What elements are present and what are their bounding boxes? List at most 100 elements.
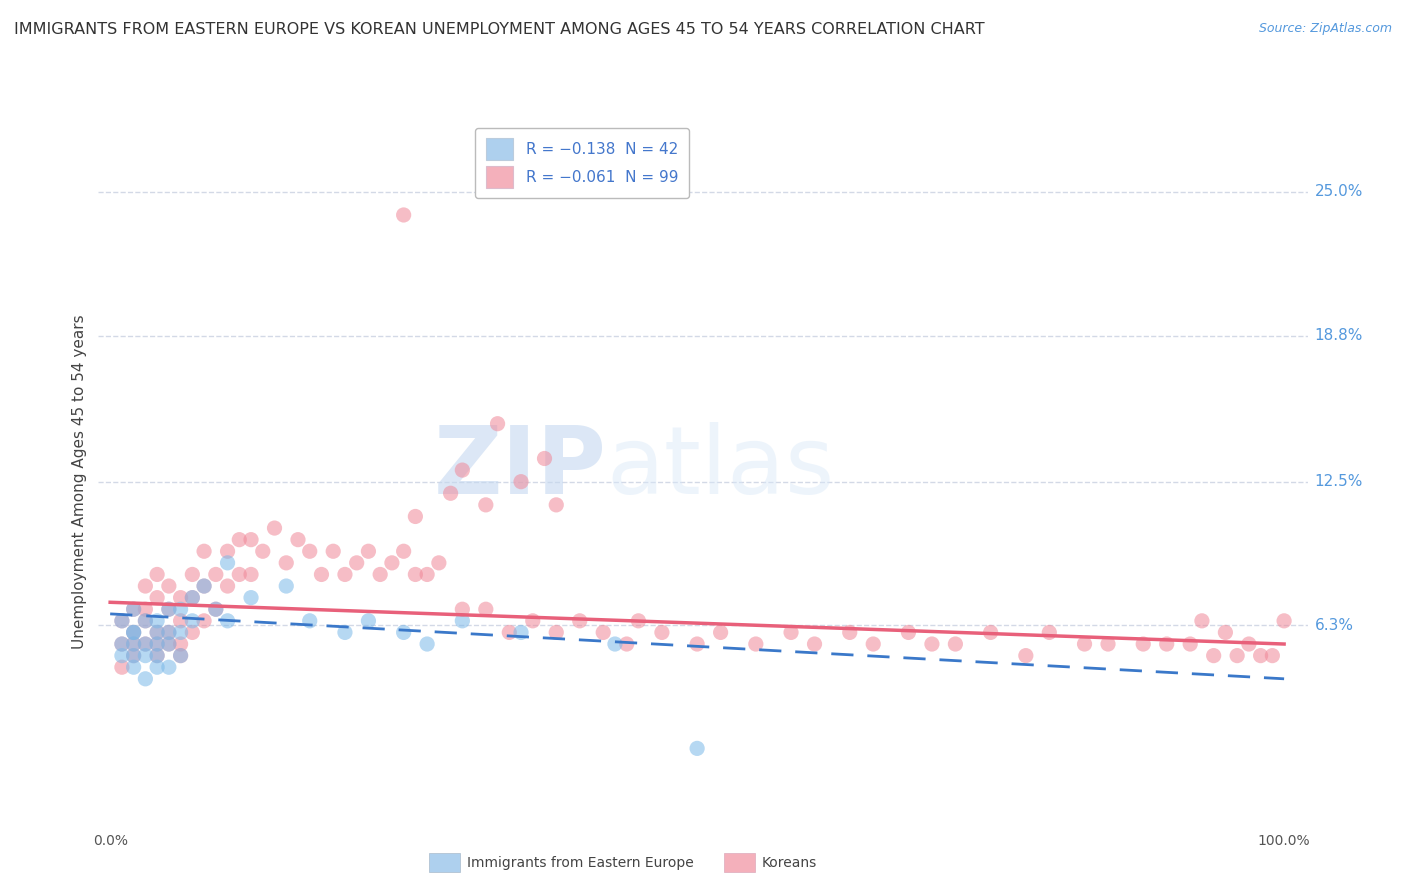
Point — [603, 637, 626, 651]
Point — [486, 417, 509, 431]
Text: atlas: atlas — [606, 422, 835, 514]
Point — [146, 625, 169, 640]
Point — [204, 567, 226, 582]
Point — [157, 637, 180, 651]
Point — [134, 602, 156, 616]
Point — [146, 614, 169, 628]
Text: ZIP: ZIP — [433, 422, 606, 514]
Point — [1250, 648, 1272, 663]
Point — [298, 614, 321, 628]
Point — [686, 637, 709, 651]
Point — [157, 602, 180, 616]
Text: 12.5%: 12.5% — [1315, 475, 1362, 489]
Point — [157, 602, 180, 616]
Point — [181, 567, 204, 582]
Text: Koreans: Koreans — [762, 855, 817, 870]
Point — [897, 625, 920, 640]
Point — [169, 625, 191, 640]
Point — [146, 591, 169, 605]
Point — [533, 451, 555, 466]
Point — [111, 648, 134, 663]
Text: Immigrants from Eastern Europe: Immigrants from Eastern Europe — [467, 855, 693, 870]
Point — [1073, 637, 1095, 651]
Point — [392, 544, 415, 558]
Point — [404, 509, 426, 524]
Point — [169, 637, 191, 651]
Point — [945, 637, 967, 651]
Point — [111, 637, 134, 651]
Point — [169, 648, 191, 663]
Point — [169, 591, 191, 605]
Point — [146, 660, 169, 674]
Point — [111, 614, 134, 628]
Point — [1272, 614, 1295, 628]
Point — [193, 544, 215, 558]
Point — [546, 498, 568, 512]
Point — [181, 591, 204, 605]
Point — [146, 637, 169, 651]
Point — [146, 648, 169, 663]
Point — [427, 556, 450, 570]
Point — [169, 648, 191, 663]
Point — [1226, 648, 1249, 663]
Point — [416, 637, 439, 651]
Point — [134, 579, 156, 593]
Point — [122, 637, 145, 651]
Point — [122, 625, 145, 640]
Text: 25.0%: 25.0% — [1315, 185, 1362, 199]
Point — [710, 625, 733, 640]
Point — [921, 637, 943, 651]
Point — [240, 533, 263, 547]
Point — [838, 625, 860, 640]
Point — [193, 579, 215, 593]
Point — [181, 625, 204, 640]
Point — [510, 625, 533, 640]
Point — [392, 208, 415, 222]
Point — [146, 625, 169, 640]
Point — [134, 637, 156, 651]
Point — [568, 614, 591, 628]
Point — [803, 637, 825, 651]
Point — [1215, 625, 1237, 640]
Point — [451, 463, 474, 477]
Text: IMMIGRANTS FROM EASTERN EUROPE VS KOREAN UNEMPLOYMENT AMONG AGES 45 TO 54 YEARS : IMMIGRANTS FROM EASTERN EUROPE VS KOREAN… — [14, 22, 984, 37]
Point — [416, 567, 439, 582]
Point — [240, 591, 263, 605]
Text: Source: ZipAtlas.com: Source: ZipAtlas.com — [1258, 22, 1392, 36]
Point — [1038, 625, 1060, 640]
Point — [134, 614, 156, 628]
Point — [122, 625, 145, 640]
Point — [217, 556, 239, 570]
Point — [122, 625, 145, 640]
Point — [1097, 637, 1119, 651]
Point — [745, 637, 768, 651]
Point — [134, 637, 156, 651]
Point — [498, 625, 520, 640]
Point — [122, 602, 145, 616]
Point — [346, 556, 368, 570]
Point — [451, 614, 474, 628]
Point — [228, 533, 250, 547]
Point — [404, 567, 426, 582]
Point — [627, 614, 650, 628]
Point — [134, 648, 156, 663]
Point — [122, 637, 145, 651]
Point — [240, 567, 263, 582]
Point — [157, 660, 180, 674]
Point — [146, 637, 169, 651]
Point — [686, 741, 709, 756]
Point — [357, 614, 380, 628]
Point — [193, 614, 215, 628]
Point — [322, 544, 344, 558]
Point — [181, 591, 204, 605]
Point — [439, 486, 461, 500]
Point — [111, 614, 134, 628]
Point — [862, 637, 884, 651]
Point — [311, 567, 333, 582]
Point — [217, 544, 239, 558]
Legend: R = −0.138  N = 42, R = −0.061  N = 99: R = −0.138 N = 42, R = −0.061 N = 99 — [475, 128, 689, 198]
Point — [1132, 637, 1154, 651]
Point — [157, 625, 180, 640]
Point — [333, 567, 356, 582]
Point — [475, 602, 498, 616]
